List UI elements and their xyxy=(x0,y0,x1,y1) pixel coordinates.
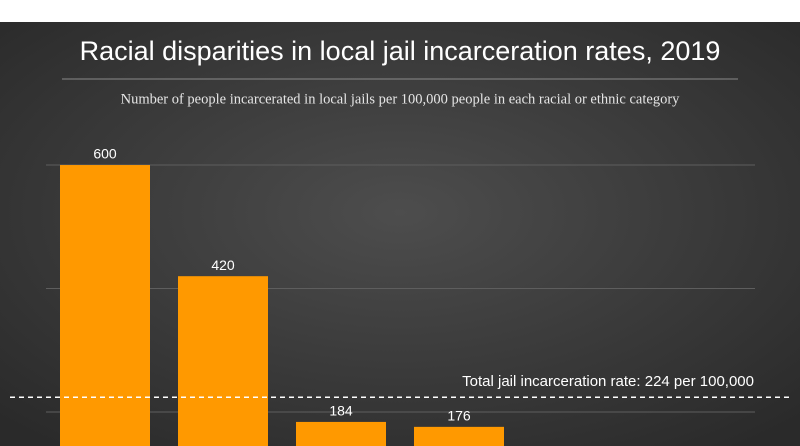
top-strip xyxy=(0,0,800,22)
bar xyxy=(414,426,504,446)
value-label: 420 xyxy=(211,257,235,273)
bar xyxy=(178,276,268,446)
chart-title: Racial disparities in local jail incarce… xyxy=(80,36,721,66)
value-label: 184 xyxy=(329,403,353,419)
reference-label: Total jail incarceration rate: 224 per 1… xyxy=(462,373,754,390)
bar xyxy=(60,165,150,446)
value-label: 600 xyxy=(93,146,117,162)
bar xyxy=(296,421,386,446)
chart-subtitle: Number of people incarcerated in local j… xyxy=(121,91,681,107)
value-label: 176 xyxy=(447,408,471,424)
